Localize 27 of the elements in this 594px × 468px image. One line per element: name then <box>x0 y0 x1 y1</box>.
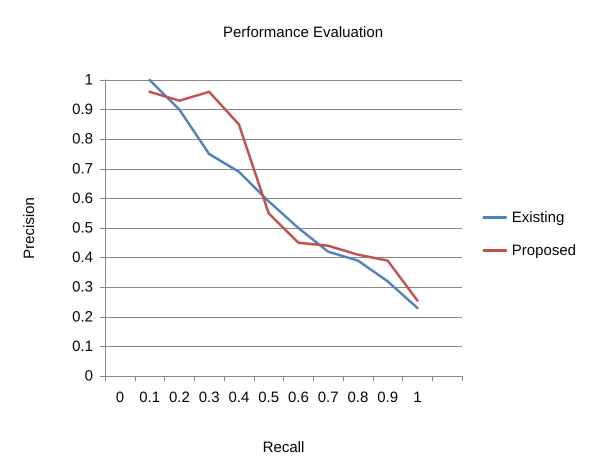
y-tick-label: 1 <box>84 72 93 88</box>
x-tick-label: 0.4 <box>228 389 250 406</box>
x-tick-label: 0.8 <box>347 389 368 406</box>
y-tick-label: 0.2 <box>72 308 93 326</box>
y-tick-label: 0.7 <box>72 160 93 178</box>
y-tick-label: 0.5 <box>72 220 93 236</box>
x-tick-label: 0.6 <box>288 389 309 406</box>
legend-label: Proposed <box>512 242 576 259</box>
y-axis-title: Precision <box>21 197 38 259</box>
y-tick-label: 0.9 <box>72 101 93 118</box>
y-tick-label: 0 <box>84 368 93 384</box>
x-tick-label: 0.1 <box>139 389 160 406</box>
x-tick-label: 0.5 <box>258 389 280 406</box>
y-tick-label: 0.4 <box>72 249 93 266</box>
x-tick-label: 0.2 <box>168 389 190 406</box>
y-tick-label: 0.1 <box>72 338 93 355</box>
x-tick-label: 0.7 <box>318 389 339 406</box>
y-tick-label: 0.6 <box>72 190 93 207</box>
y-tick-label: 0.3 <box>72 278 93 296</box>
chart-title: Performance Evaluation <box>222 24 384 41</box>
x-tick-label: 0.3 <box>198 389 220 406</box>
x-tick-label: 0 <box>116 389 124 406</box>
legend-label: Existing <box>512 209 564 226</box>
x-axis-title: Recall <box>262 439 304 456</box>
x-tick-label: 1 <box>413 389 422 406</box>
y-tick-label: 0.8 <box>72 130 93 148</box>
x-tick-label: 0.9 <box>377 389 398 406</box>
